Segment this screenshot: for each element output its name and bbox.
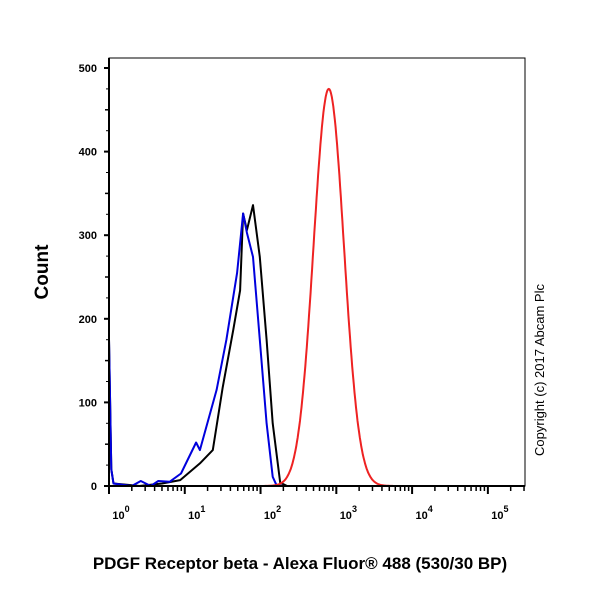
x-tick-label: 103 <box>340 504 357 522</box>
copyright-annotation: Copyright (c) 2017 Abcam Plc <box>532 284 547 456</box>
x-tick-base: 10 <box>188 510 200 522</box>
series-red-line <box>108 87 526 487</box>
y-tick-label: 0 <box>91 481 97 493</box>
plot-frame <box>108 57 526 487</box>
y-tick-label: 300 <box>79 230 97 242</box>
series-black-line <box>108 204 525 487</box>
x-tick-exponent: 2 <box>276 504 281 514</box>
x-tick-label: 105 <box>491 504 508 522</box>
x-tick-base: 10 <box>415 510 427 522</box>
x-tick-base: 10 <box>340 510 352 522</box>
x-tick-label: 102 <box>264 504 281 522</box>
x-tick-base: 10 <box>264 510 276 522</box>
x-tick-exponent: 3 <box>352 504 357 514</box>
x-tick-exponent: 4 <box>428 504 433 514</box>
x-tick-label: 100 <box>112 504 129 522</box>
y-axis-label: Count <box>32 244 53 300</box>
y-tick-label: 100 <box>79 397 97 409</box>
x-tick-exponent: 5 <box>503 504 508 514</box>
y-tick-label: 400 <box>79 147 97 159</box>
x-tick-base: 10 <box>491 510 503 522</box>
series-blue-line <box>108 212 284 487</box>
y-tick-label: 200 <box>79 314 97 326</box>
x-tick-base: 10 <box>112 510 124 522</box>
x-axis-label: PDGF Receptor beta - Alexa Fluor® 488 (5… <box>93 554 507 573</box>
x-tick-label: 101 <box>188 504 205 522</box>
x-tick-exponent: 1 <box>200 504 205 514</box>
x-tick-label: 104 <box>415 504 432 522</box>
y-tick-label: 500 <box>79 63 97 75</box>
x-tick-exponent: 0 <box>125 504 130 514</box>
